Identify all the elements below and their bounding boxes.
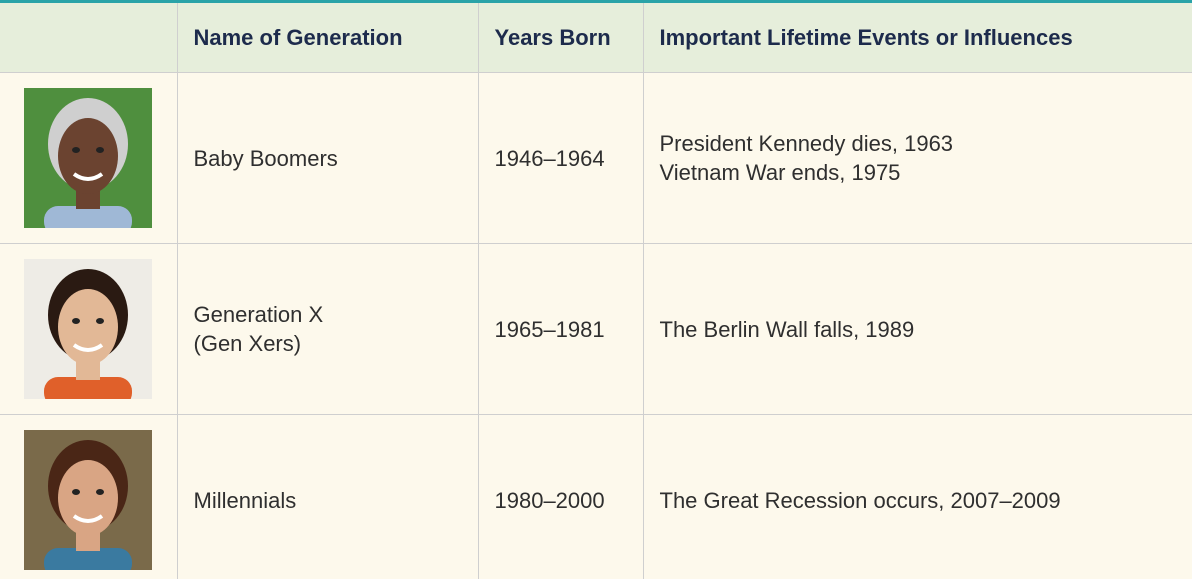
- years-cell: 1980–2000: [478, 415, 643, 579]
- photo-cell: [0, 415, 177, 579]
- portrait: [24, 430, 152, 570]
- years-born: 1980–2000: [495, 488, 605, 513]
- years-born: 1965–1981: [495, 317, 605, 342]
- events-cell: President Kennedy dies, 1963 Vietnam War …: [643, 73, 1192, 244]
- photo-cell: [0, 244, 177, 415]
- column-header: Name of Generation: [177, 3, 478, 73]
- generation-name: Baby Boomers: [194, 146, 338, 171]
- event: President Kennedy dies, 1963: [660, 131, 954, 156]
- name-cell: Millennials: [177, 415, 478, 579]
- name-cell: Baby Boomers: [177, 73, 478, 244]
- generation-name: Millennials: [194, 488, 297, 513]
- generation-name: (Gen Xers): [194, 331, 302, 356]
- photo-cell: [0, 73, 177, 244]
- years-cell: 1965–1981: [478, 244, 643, 415]
- page: Name of GenerationYears BornImportant Li…: [0, 0, 1192, 579]
- event: The Berlin Wall falls, 1989: [660, 317, 915, 342]
- portrait: [24, 88, 152, 228]
- events-cell: The Berlin Wall falls, 1989: [643, 244, 1192, 415]
- column-header: Important Lifetime Events or Influences: [643, 3, 1192, 73]
- years-born: 1946–1964: [495, 146, 605, 171]
- header-empty: [0, 3, 177, 73]
- name-cell: Generation X (Gen Xers): [177, 244, 478, 415]
- data-row: Baby Boomers 1946–1964 President Kennedy d…: [0, 73, 1192, 244]
- years-cell: 1946–1964: [478, 73, 643, 244]
- portrait: [24, 259, 152, 399]
- data-row: Generation X (Gen Xers) 1965–1981 The Berli…: [0, 244, 1192, 415]
- event: Vietnam War ends, 1975: [660, 160, 901, 185]
- event: The Great Recession occurs, 2007–2009: [660, 488, 1061, 513]
- generation-name: Generation X: [194, 302, 324, 327]
- column-header: Years Born: [478, 3, 643, 73]
- events-cell: The Great Recession occurs, 2007–2009: [643, 415, 1192, 579]
- data-row: Millennials 1980–2000 The Great Recession …: [0, 415, 1192, 579]
